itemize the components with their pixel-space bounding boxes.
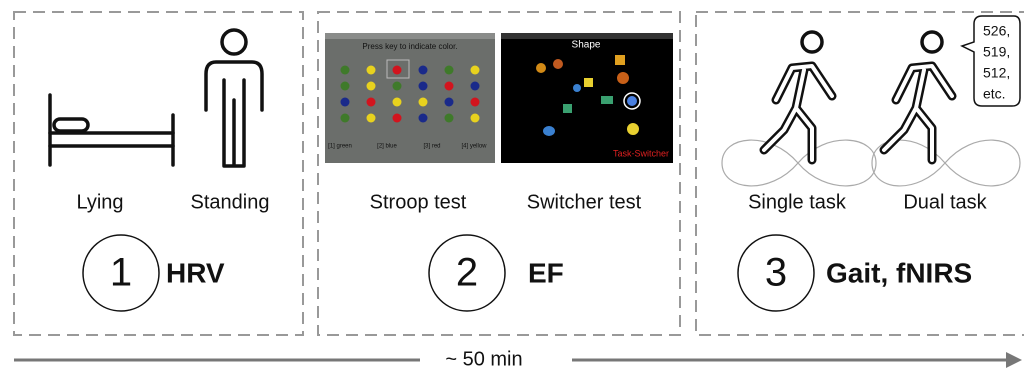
stimulus-dot bbox=[445, 82, 454, 91]
stimulus-dot bbox=[445, 98, 454, 107]
stimulus-dot bbox=[419, 114, 428, 123]
stimulus-dot bbox=[393, 66, 402, 75]
step-label: Gait, fNIRS bbox=[826, 257, 972, 288]
infinity-path bbox=[872, 140, 1020, 186]
stroop-key: [3] red bbox=[423, 144, 440, 150]
stroop-key: [2] blue bbox=[377, 144, 397, 150]
stroop-key: [1] green bbox=[328, 144, 352, 150]
stimulus-dot bbox=[419, 98, 428, 107]
switcher-title: Shape bbox=[572, 40, 601, 51]
step-label: EF bbox=[528, 257, 564, 288]
stimulus-dot bbox=[445, 114, 454, 123]
stimulus-dot bbox=[393, 82, 402, 91]
diagram: Lying Standing 1 HRV Press key to indica… bbox=[0, 0, 1024, 373]
stimulus-dot bbox=[419, 82, 428, 91]
stimulus-dot bbox=[367, 82, 376, 91]
timeline-label: ~ 50 min bbox=[445, 348, 522, 370]
bubble-text: 526, bbox=[983, 23, 1010, 39]
step-number: 3 bbox=[765, 251, 787, 295]
switcher-footer: Task-Switcher bbox=[613, 148, 669, 158]
stroop-screen: Press key to indicate color. [1] green [… bbox=[325, 33, 495, 163]
standing-icon bbox=[206, 30, 262, 166]
stimulus-dot bbox=[445, 66, 454, 75]
stroop-prompt: Press key to indicate color. bbox=[362, 42, 457, 51]
item-label: Stroop test bbox=[370, 191, 467, 213]
item-label: Lying bbox=[76, 191, 123, 213]
infinity-path bbox=[722, 140, 876, 186]
stimulus-dot bbox=[341, 66, 350, 75]
stimulus-dot bbox=[393, 114, 402, 123]
bed-icon bbox=[50, 95, 173, 165]
item-label: Dual task bbox=[903, 191, 987, 213]
bubble-text: 512, bbox=[983, 65, 1010, 81]
step-label: HRV bbox=[166, 257, 225, 288]
stimulus-dot bbox=[471, 98, 480, 107]
stimulus-dot bbox=[471, 66, 480, 75]
bubble-text: etc. bbox=[983, 86, 1006, 102]
stimulus-dot bbox=[367, 114, 376, 123]
step-number: 1 bbox=[110, 251, 132, 295]
timeline-arrowhead bbox=[1006, 352, 1022, 368]
bubble-text: 519, bbox=[983, 44, 1010, 60]
stimulus-dot bbox=[471, 82, 480, 91]
stimulus-dot bbox=[341, 82, 350, 91]
stroop-key: [4] yellow bbox=[461, 144, 487, 150]
step-number: 2 bbox=[456, 251, 478, 295]
panel-border bbox=[14, 12, 303, 335]
walker-icon bbox=[764, 32, 832, 160]
stimulus-dot bbox=[367, 98, 376, 107]
stimulus-dot bbox=[419, 66, 428, 75]
stimulus-dot bbox=[341, 98, 350, 107]
walker-icon bbox=[884, 32, 952, 160]
stimulus-dot bbox=[341, 114, 350, 123]
item-label: Single task bbox=[748, 191, 847, 213]
stimulus-dot bbox=[471, 114, 480, 123]
item-label: Switcher test bbox=[527, 191, 642, 213]
stimulus-dot bbox=[367, 66, 376, 75]
item-label: Standing bbox=[191, 191, 270, 213]
switcher-screen: Shape Task-Switcher bbox=[501, 33, 673, 163]
stimulus-dot bbox=[393, 98, 402, 107]
